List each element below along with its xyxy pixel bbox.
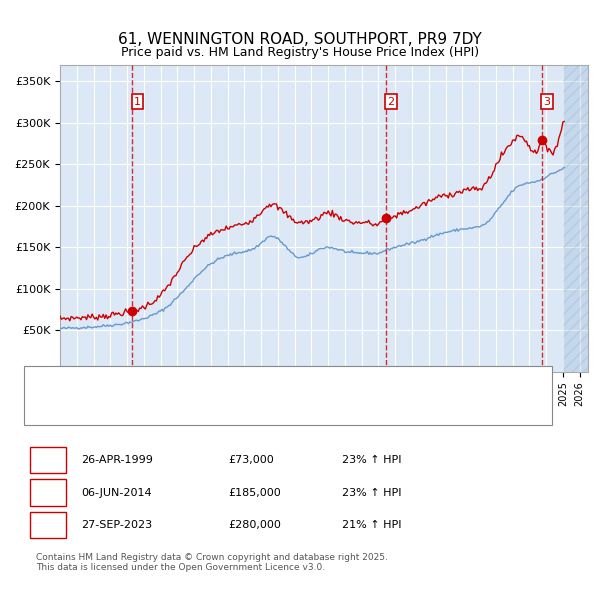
Text: ─────: ───── [42, 377, 79, 390]
Text: 26-APR-1999: 26-APR-1999 [81, 455, 153, 465]
Text: £280,000: £280,000 [228, 520, 281, 530]
Text: 3: 3 [544, 97, 550, 107]
Text: 61, WENNINGTON ROAD, SOUTHPORT, PR9 7DY: 61, WENNINGTON ROAD, SOUTHPORT, PR9 7DY [118, 32, 482, 47]
Text: Contains HM Land Registry data © Crown copyright and database right 2025.
This d: Contains HM Land Registry data © Crown c… [36, 553, 388, 572]
Text: ─────: ───── [42, 401, 79, 414]
Text: 1: 1 [44, 455, 52, 465]
Text: 06-JUN-2014: 06-JUN-2014 [81, 488, 152, 497]
Text: 27-SEP-2023: 27-SEP-2023 [81, 520, 152, 530]
Text: 21% ↑ HPI: 21% ↑ HPI [342, 520, 401, 530]
Text: 3: 3 [44, 520, 52, 530]
Text: 61, WENNINGTON ROAD, SOUTHPORT, PR9 7DY (semi-detached house): 61, WENNINGTON ROAD, SOUTHPORT, PR9 7DY … [93, 379, 463, 388]
Text: 2: 2 [44, 488, 52, 497]
Text: 23% ↑ HPI: 23% ↑ HPI [342, 488, 401, 497]
Bar [563, 65, 588, 372]
Text: 23% ↑ HPI: 23% ↑ HPI [342, 455, 401, 465]
Text: 2: 2 [388, 97, 394, 107]
Text: Price paid vs. HM Land Registry's House Price Index (HPI): Price paid vs. HM Land Registry's House … [121, 46, 479, 59]
Text: 1: 1 [134, 97, 141, 107]
Text: £73,000: £73,000 [228, 455, 274, 465]
Text: £185,000: £185,000 [228, 488, 281, 497]
Text: HPI: Average price, semi-detached house, Sefton: HPI: Average price, semi-detached house,… [93, 402, 349, 412]
